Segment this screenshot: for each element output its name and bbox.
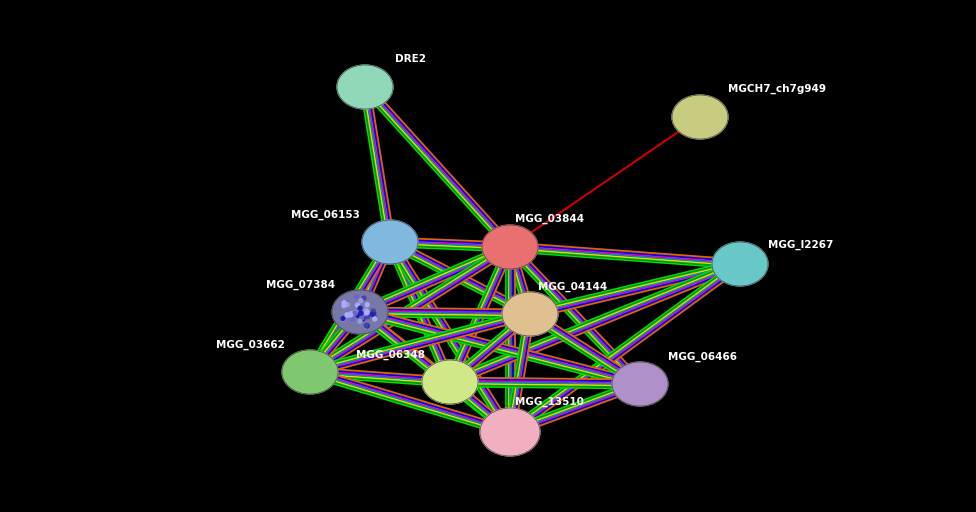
Circle shape	[365, 310, 369, 314]
Circle shape	[349, 312, 353, 315]
Circle shape	[355, 295, 359, 299]
Circle shape	[342, 304, 346, 308]
Ellipse shape	[502, 292, 558, 336]
Text: MGG_03844: MGG_03844	[515, 214, 584, 224]
Circle shape	[359, 298, 363, 303]
Circle shape	[359, 311, 363, 315]
Ellipse shape	[422, 360, 478, 404]
Circle shape	[345, 313, 348, 316]
Circle shape	[365, 311, 369, 315]
Circle shape	[362, 296, 366, 300]
Text: MGG_06153: MGG_06153	[291, 210, 360, 220]
Circle shape	[365, 324, 369, 328]
Circle shape	[346, 313, 349, 317]
Circle shape	[342, 317, 346, 321]
Ellipse shape	[282, 350, 338, 394]
Ellipse shape	[712, 242, 768, 286]
Circle shape	[364, 308, 368, 312]
Circle shape	[373, 317, 377, 321]
Circle shape	[346, 301, 349, 305]
Circle shape	[358, 319, 362, 323]
Circle shape	[371, 309, 375, 313]
Text: MGCH7_ch7g949: MGCH7_ch7g949	[728, 84, 826, 94]
Circle shape	[343, 301, 346, 305]
Ellipse shape	[612, 362, 668, 406]
Ellipse shape	[362, 220, 418, 264]
Circle shape	[364, 323, 368, 327]
Circle shape	[365, 303, 369, 307]
Ellipse shape	[480, 408, 540, 456]
Circle shape	[356, 313, 360, 317]
Circle shape	[346, 303, 349, 307]
Text: MGG_06466: MGG_06466	[668, 352, 737, 362]
Text: MGG_l2267: MGG_l2267	[768, 240, 834, 250]
Ellipse shape	[482, 225, 538, 269]
Text: MGG_04144: MGG_04144	[538, 282, 607, 292]
Circle shape	[348, 313, 352, 317]
Circle shape	[361, 317, 365, 321]
Text: MGG_13510: MGG_13510	[515, 397, 584, 407]
Text: MGG_06348: MGG_06348	[356, 350, 425, 360]
Circle shape	[341, 316, 345, 321]
Circle shape	[353, 311, 357, 315]
Circle shape	[358, 306, 362, 310]
Circle shape	[370, 312, 374, 316]
Ellipse shape	[332, 290, 388, 334]
Circle shape	[372, 311, 376, 315]
Circle shape	[350, 317, 354, 321]
Circle shape	[355, 303, 359, 307]
Circle shape	[360, 316, 364, 320]
Text: DRE2: DRE2	[395, 54, 426, 64]
Circle shape	[353, 311, 357, 315]
Ellipse shape	[337, 65, 393, 109]
Text: MGG_03662: MGG_03662	[216, 340, 285, 350]
Circle shape	[373, 315, 377, 319]
Ellipse shape	[672, 95, 728, 139]
Text: MGG_07384: MGG_07384	[265, 280, 335, 290]
Circle shape	[366, 315, 370, 319]
